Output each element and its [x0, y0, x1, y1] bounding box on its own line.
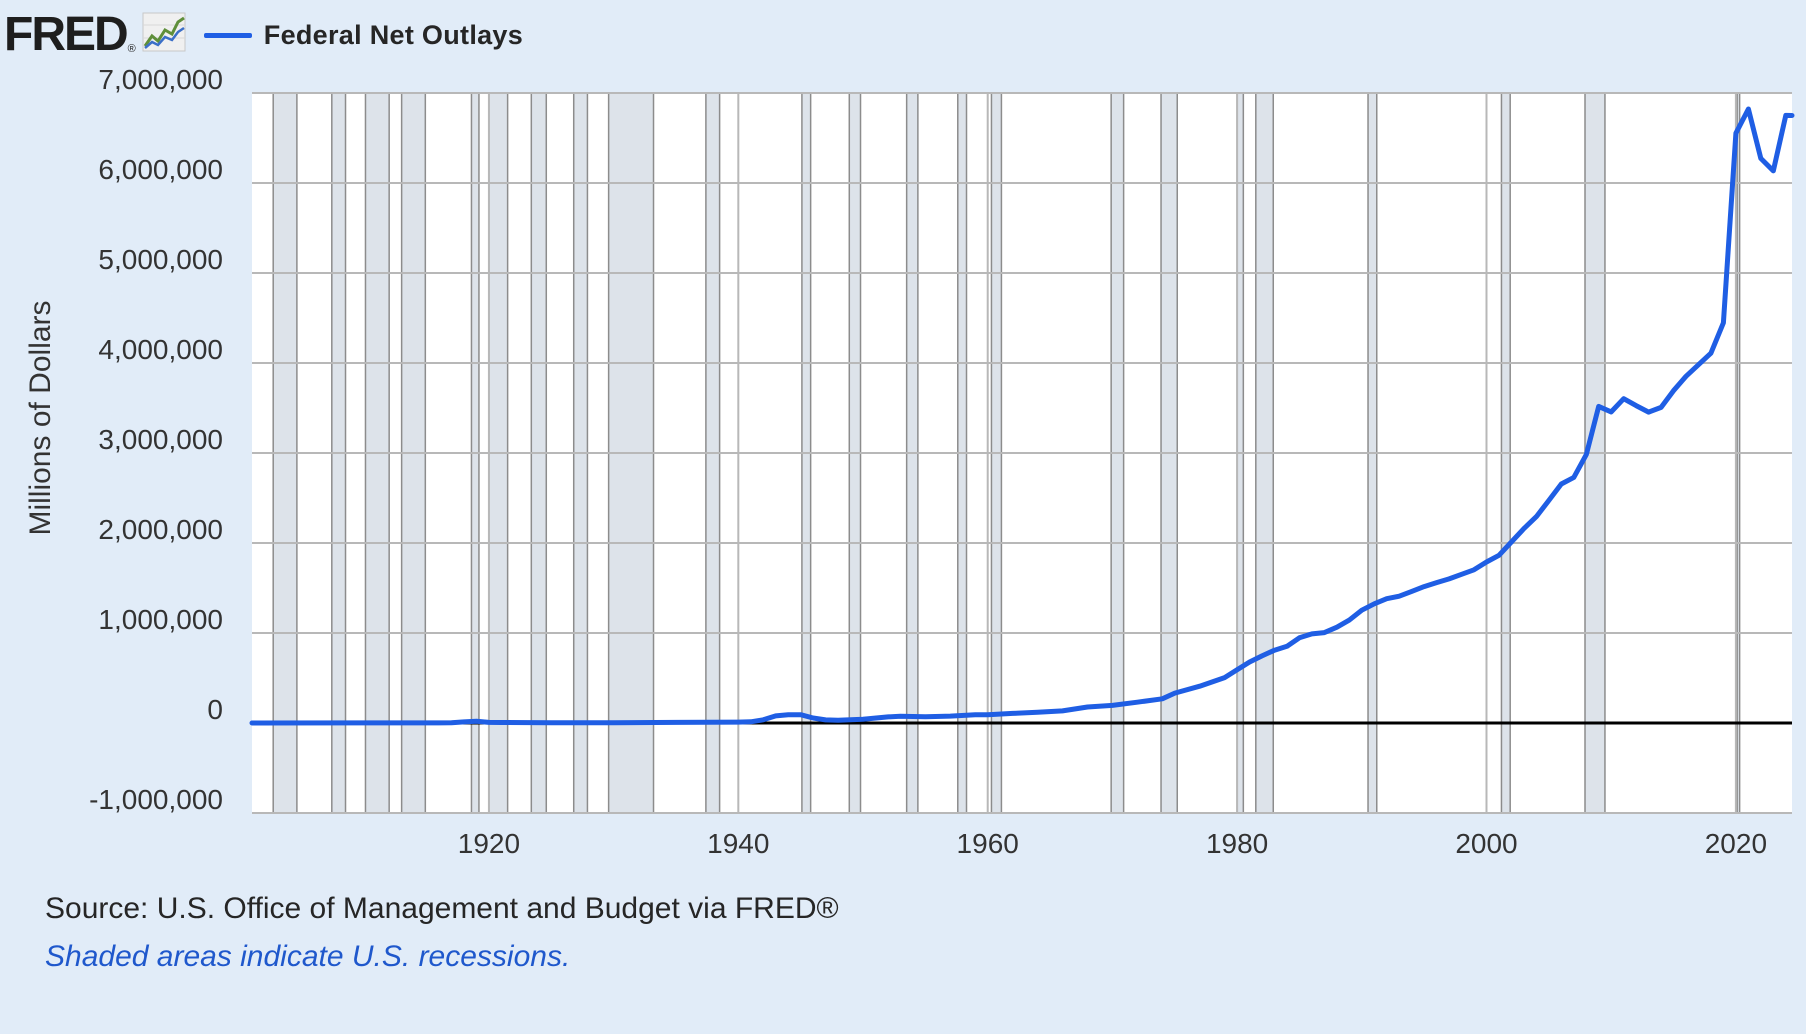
y-tick-label: 3,000,000 [98, 424, 223, 455]
fred-logo-text: FRED [4, 8, 129, 61]
x-tick-label: 1960 [957, 828, 1019, 859]
recession-note: Shaded areas indicate U.S. recessions. [45, 940, 571, 973]
x-tick-label: 1940 [707, 828, 769, 859]
y-tick-label: -1,000,000 [89, 784, 223, 815]
legend-label: Federal Net Outlays [263, 19, 524, 50]
y-tick-label: 1,000,000 [98, 604, 223, 635]
line-chart-icon [142, 12, 186, 57]
registered-mark: ® [127, 43, 136, 55]
y-tick-label: 2,000,000 [98, 514, 223, 545]
grid-layer [252, 92, 1792, 814]
fred-logo[interactable]: FRED ® [4, 11, 186, 59]
legend[interactable]: Federal Net Outlays [203, 19, 524, 51]
chart-header: FRED ® Federal Net Outlays [0, 10, 523, 60]
x-tick-label: 1980 [1206, 828, 1268, 859]
y-axis-label: Millions of Dollars [24, 300, 57, 535]
y-tick-label: 4,000,000 [98, 334, 223, 365]
axis-layer: -1,000,000 0 1,000,000 2,000,000 3,000,000 4,… [24, 64, 1767, 859]
series-layer [249, 106, 1795, 726]
source-text: Source: U.S. Office of Management and Bu… [45, 892, 839, 925]
y-tick-label: 0 [207, 694, 223, 725]
x-tick-label: 1920 [458, 828, 520, 859]
y-tick-label: 6,000,000 [98, 154, 223, 185]
x-tick-label: 2000 [1455, 828, 1517, 859]
series-line[interactable] [249, 106, 1795, 726]
y-tick-label: 7,000,000 [98, 64, 223, 95]
x-tick-label: 2020 [1705, 828, 1767, 859]
legend-swatch [203, 32, 252, 38]
y-tick-label: 5,000,000 [98, 244, 223, 275]
